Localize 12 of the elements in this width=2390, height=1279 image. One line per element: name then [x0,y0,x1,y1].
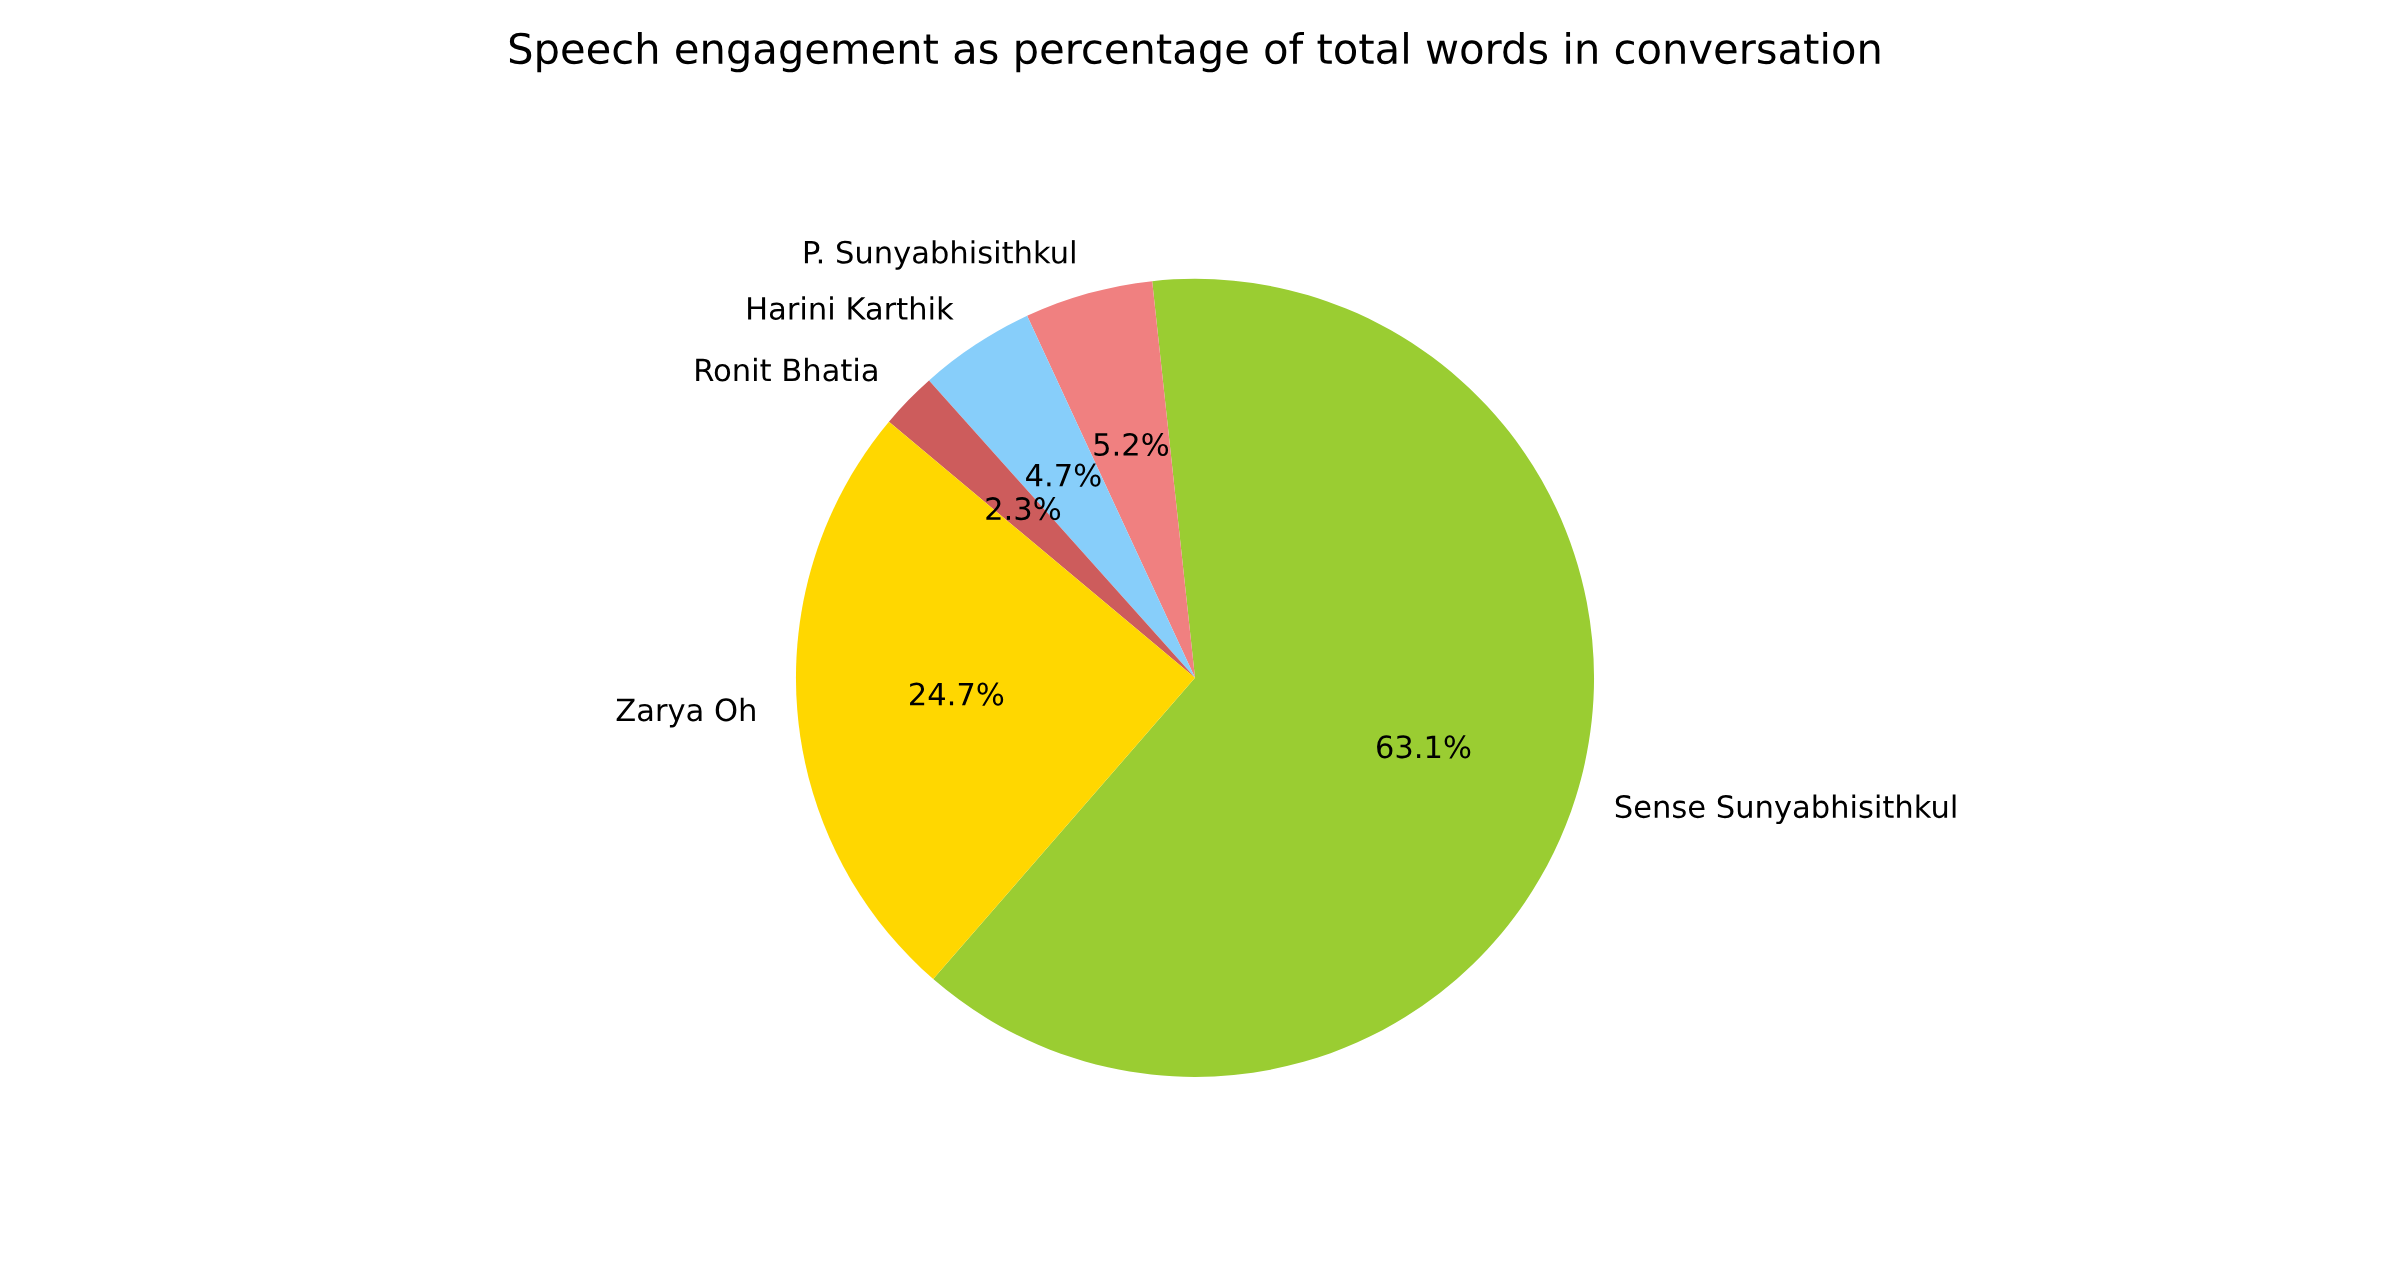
slice-label: Harini Karthik [748,296,954,321]
pie-slice [888,380,1195,678]
slice-label: P. Sunyabhisithkul [804,240,1075,270]
chart-title: Speech engagement as percentage of total words in conversation [509,31,1880,73]
data-label: 5.2% [1094,432,1169,457]
slice-label: Zarya Oh [616,697,755,728]
data-label: 4.7% [1026,463,1101,487]
pie-slice [795,421,1195,980]
data-label: 24.7% [910,682,1004,706]
slice-label: Sense Sunyabhisithkul [1615,794,1956,825]
slice-label: Ronit Bhatia [696,357,877,382]
data-label: 63.1% [1377,735,1471,759]
